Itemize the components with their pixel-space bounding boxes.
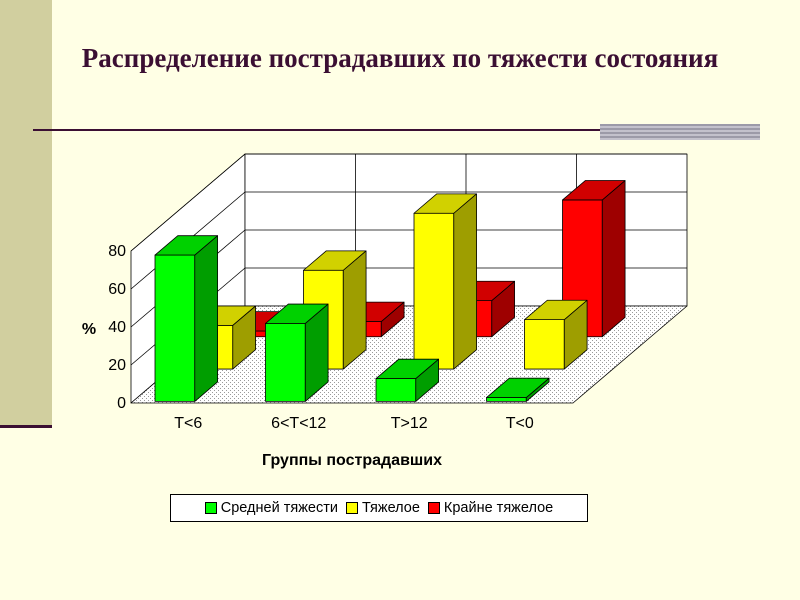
bar-top	[154, 235, 218, 256]
x-tick-label: T<0	[506, 415, 534, 432]
bar-severe-2	[413, 193, 477, 370]
divider-accent-block	[600, 124, 760, 140]
bar-front	[486, 397, 527, 402]
bar-top	[562, 180, 626, 201]
bar-top	[413, 193, 477, 214]
y-tick-label: 40	[108, 319, 126, 336]
bar-top	[524, 299, 588, 321]
bar-top	[375, 358, 439, 379]
side-stripe-underline	[0, 425, 52, 428]
bar-side	[194, 235, 218, 402]
bar-moderate-3	[486, 377, 550, 402]
title-divider	[33, 129, 760, 131]
x-tick-label: 6<T<12	[271, 415, 326, 432]
y-tick-label: 80	[108, 243, 126, 260]
legend-swatch-yellow	[345, 502, 358, 514]
y-axis-title: %	[82, 321, 96, 338]
bar-front	[265, 323, 306, 402]
y-tick-label: 0	[117, 395, 126, 412]
bar-top	[265, 303, 329, 324]
bar-front	[375, 378, 417, 402]
x-axis-title: Группы пострадавших	[262, 452, 442, 469]
bar-side	[453, 193, 477, 370]
legend-swatch-red	[427, 502, 440, 514]
legend-item-series-1: Тяжелое	[345, 500, 420, 516]
legend-label: Тяжелое	[361, 500, 420, 516]
bar-side	[342, 250, 367, 370]
bar-moderate-1	[265, 303, 329, 402]
bar-front	[154, 254, 196, 402]
bar-top	[303, 250, 367, 271]
bar-moderate-0	[154, 235, 218, 402]
bar-front	[413, 212, 455, 370]
chart-legend: Средней тяжести Тяжелое Крайне тяжелое	[170, 494, 588, 522]
bar-side	[601, 180, 626, 338]
slide-title: Распределение пострадавших по тяжести со…	[81, 43, 719, 73]
bar-front	[524, 319, 565, 370]
gridline-left-wall	[130, 153, 246, 252]
legend-swatch-green	[204, 502, 217, 514]
legend-item-series-0: Средней тяжести	[204, 500, 338, 516]
bar-moderate-2	[375, 358, 439, 402]
legend-item-series-2: Крайне тяжелое	[427, 500, 554, 516]
bar-severe-3	[524, 299, 588, 370]
legend-label: Крайне тяжелое	[443, 500, 554, 516]
side-stripe	[0, 0, 52, 426]
bar-top	[486, 377, 550, 398]
x-tick-label: T>12	[391, 415, 428, 432]
y-tick-label: 20	[108, 357, 126, 374]
x-tick-label: T<6	[174, 415, 202, 432]
legend-label: Средней тяжести	[220, 500, 338, 516]
y-tick-label: 60	[108, 281, 126, 298]
